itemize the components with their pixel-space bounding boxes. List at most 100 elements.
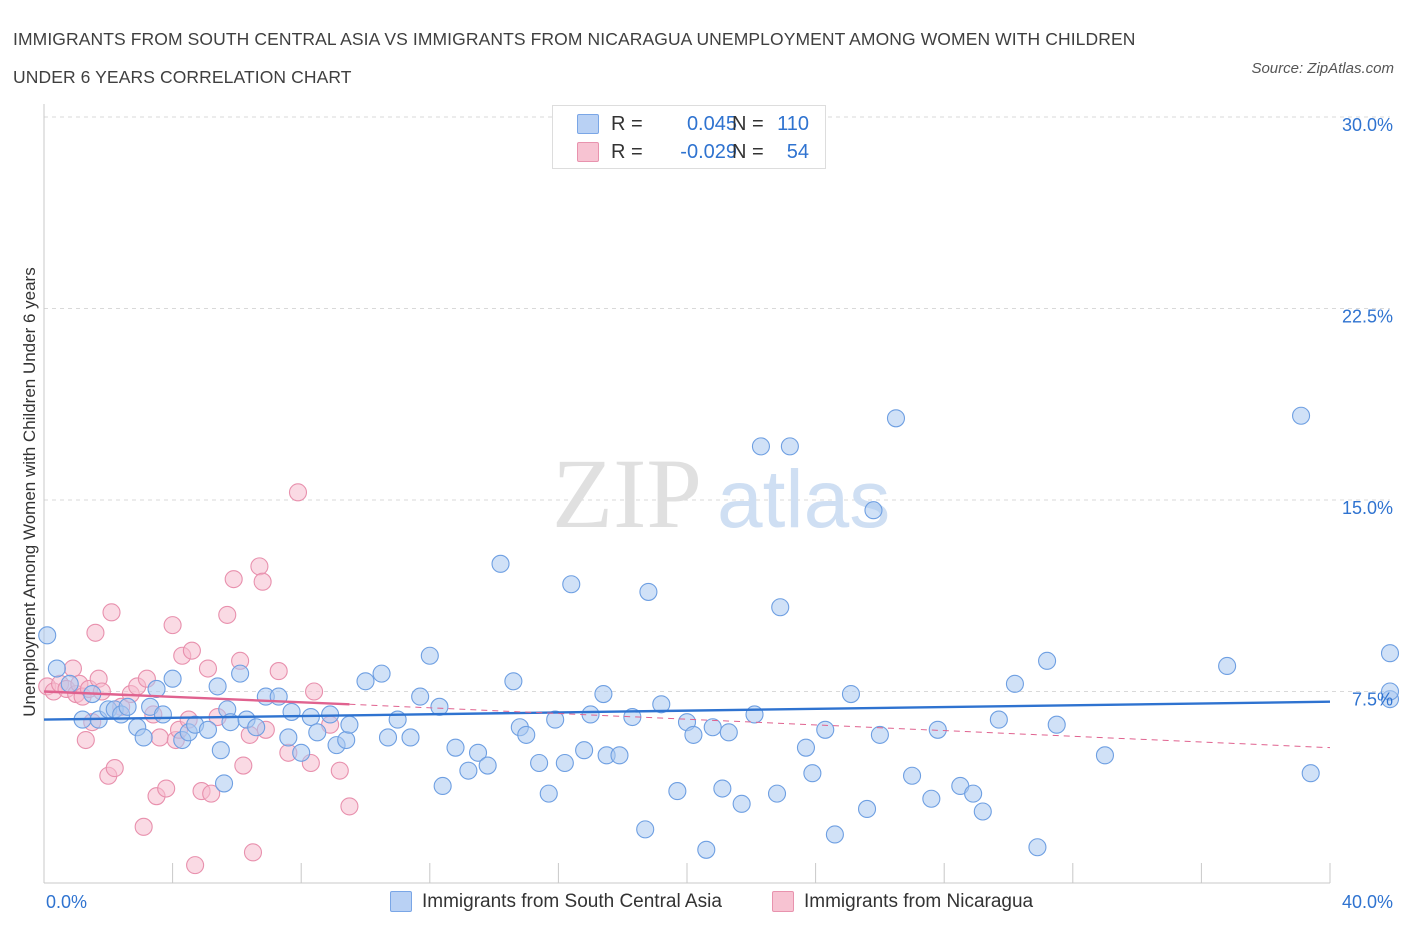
- point-nicaragua: [243, 843, 263, 862]
- point-south-central-asia: [703, 718, 722, 737]
- tick-labels: 7.5% 15.0% 22.5% 30.0% 0.0% 40.0%: [46, 115, 1393, 912]
- x-tick-label-max: 40.0%: [1342, 892, 1393, 912]
- point-south-central-asia: [411, 687, 430, 706]
- point-south-central-asia: [401, 728, 420, 747]
- point-south-central-asia: [356, 672, 375, 691]
- point-south-central-asia: [1218, 656, 1237, 676]
- point-south-central-asia: [639, 582, 658, 601]
- point-nicaragua: [330, 761, 349, 780]
- point-south-central-asia: [857, 799, 877, 819]
- point-south-central-asia: [546, 710, 565, 729]
- point-south-central-asia: [1380, 682, 1400, 701]
- point-nicaragua: [305, 682, 324, 701]
- point-nicaragua: [63, 659, 82, 678]
- point-south-central-asia: [964, 784, 983, 803]
- point-south-central-asia: [870, 725, 889, 744]
- point-south-central-asia: [147, 679, 166, 698]
- trend-lines: [43, 690, 1331, 749]
- point-nicaragua: [163, 616, 182, 635]
- legend-r-value: 0.045: [686, 113, 737, 135]
- point-south-central-asia: [636, 820, 655, 839]
- point-south-central-asia: [153, 705, 173, 724]
- point-south-central-asia: [697, 840, 716, 859]
- point-south-central-asia: [292, 743, 311, 762]
- point-south-central-asia: [751, 437, 770, 456]
- trend-line-nicaragua-extension: [349, 703, 1331, 749]
- point-south-central-asia: [973, 802, 992, 821]
- point-south-central-asia: [208, 677, 227, 696]
- point-south-central-asia: [902, 766, 922, 785]
- point-nicaragua: [340, 797, 359, 816]
- chart-title: IMMIGRANTS FROM SOUTH CENTRAL ASIA VS IM…: [13, 29, 1136, 87]
- point-south-central-asia: [732, 794, 751, 813]
- point-south-central-asia: [841, 685, 861, 704]
- legend-swatch-blue: [577, 114, 599, 134]
- point-south-central-asia: [214, 774, 234, 793]
- watermark-zip: ZIP: [552, 438, 702, 549]
- watermark-atlas: atlas: [717, 454, 890, 545]
- point-nicaragua: [202, 784, 221, 803]
- point-south-central-asia: [1292, 406, 1311, 425]
- point-south-central-asia: [864, 501, 883, 520]
- trend-line-south-central-asia: [43, 700, 1331, 721]
- bottom-legend-label: Immigrants from Nicaragua: [804, 891, 1034, 912]
- series-south-central-asia-points: [38, 406, 1400, 859]
- source-note: Source: ZipAtlas.com: [1251, 60, 1394, 77]
- point-south-central-asia: [575, 741, 594, 760]
- point-nicaragua: [198, 659, 218, 678]
- point-south-central-asia: [771, 598, 790, 617]
- point-south-central-asia: [163, 669, 182, 688]
- legend-n-value: 110: [777, 113, 809, 135]
- point-nicaragua: [269, 662, 288, 681]
- series-nicaragua-points: [38, 483, 359, 875]
- y-tick-label: 30.0%: [1342, 115, 1393, 135]
- point-south-central-asia: [562, 575, 581, 594]
- axes: [43, 104, 1331, 884]
- y-tick-label: 15.0%: [1342, 498, 1393, 518]
- point-nicaragua: [150, 728, 169, 747]
- point-south-central-asia: [340, 715, 359, 734]
- point-south-central-asia: [922, 789, 941, 808]
- point-south-central-asia: [504, 672, 523, 691]
- point-nicaragua: [86, 623, 105, 642]
- point-south-central-asia: [60, 674, 79, 693]
- point-nicaragua: [288, 483, 308, 502]
- point-south-central-asia: [1095, 746, 1114, 765]
- point-south-central-asia: [118, 697, 137, 716]
- y-tick-label: 22.5%: [1342, 307, 1393, 327]
- point-south-central-asia: [767, 784, 787, 803]
- point-south-central-asia: [713, 779, 732, 798]
- bottom-legend-label: Immigrants from South Central Asia: [422, 891, 722, 912]
- point-south-central-asia: [530, 753, 549, 773]
- grid-lines: [44, 116, 1390, 692]
- legend-n-label: N =: [732, 113, 764, 135]
- point-south-central-asia: [282, 702, 301, 721]
- point-south-central-asia: [780, 437, 799, 456]
- point-nicaragua: [234, 756, 253, 775]
- bottom-legend-swatch-blue: [390, 891, 412, 912]
- point-south-central-asia: [816, 720, 835, 739]
- point-south-central-asia: [803, 764, 822, 783]
- point-south-central-asia: [491, 554, 510, 573]
- point-south-central-asia: [247, 718, 266, 737]
- point-south-central-asia: [446, 738, 465, 757]
- point-south-central-asia: [610, 746, 629, 765]
- point-south-central-asia: [652, 695, 671, 714]
- point-south-central-asia: [430, 697, 449, 716]
- point-south-central-asia: [928, 720, 947, 739]
- point-south-central-asia: [1005, 674, 1024, 693]
- point-south-central-asia: [279, 728, 298, 747]
- legend-n-label: N =: [732, 141, 764, 163]
- point-south-central-asia: [1028, 838, 1047, 857]
- point-south-central-asia: [796, 738, 816, 757]
- x-tick-label-min: 0.0%: [46, 892, 87, 912]
- legend-n-value: 54: [786, 141, 809, 163]
- point-south-central-asia: [555, 753, 574, 773]
- point-south-central-asia: [1380, 644, 1400, 663]
- legend-swatch-pink: [577, 142, 599, 162]
- point-south-central-asia: [308, 723, 327, 742]
- point-south-central-asia: [825, 825, 844, 844]
- point-south-central-asia: [989, 710, 1008, 729]
- point-south-central-asia: [719, 723, 738, 742]
